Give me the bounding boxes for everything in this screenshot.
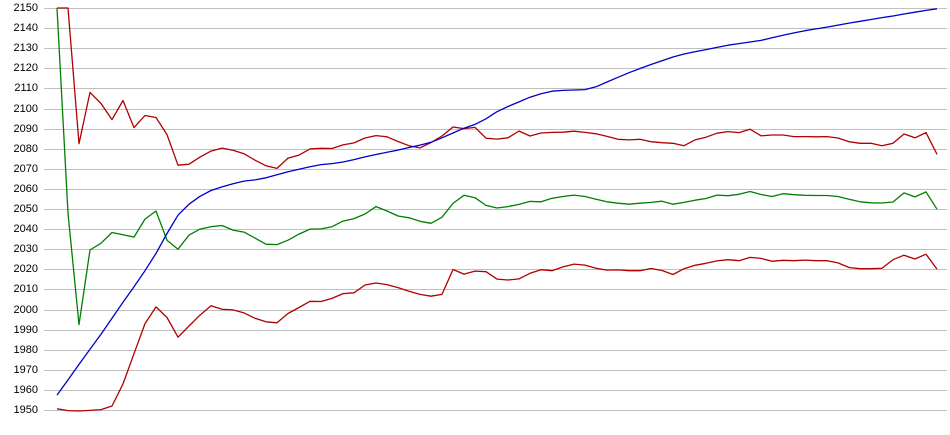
y-tick-label: 2060 xyxy=(13,182,38,195)
y-tick-label: 2140 xyxy=(13,22,38,35)
y-tick-label: 2100 xyxy=(13,102,38,115)
dark-red-upper-line xyxy=(57,7,938,170)
y-tick-label: 2130 xyxy=(13,42,38,55)
y-tick-label: 2010 xyxy=(13,283,38,296)
blue-rising-line xyxy=(56,8,938,396)
y-tick-label: 1990 xyxy=(13,323,38,336)
y-tick-label: 2090 xyxy=(13,122,38,135)
y-tick-label: 2020 xyxy=(13,263,38,276)
y-tick-label: 1970 xyxy=(13,363,38,376)
dark-red-lower-line xyxy=(56,253,938,412)
y-tick-label: 2080 xyxy=(13,142,38,155)
y-tick-label: 2030 xyxy=(13,243,38,256)
green-middle-line xyxy=(56,7,938,326)
y-tick-label: 2070 xyxy=(13,162,38,175)
y-tick-label: 1950 xyxy=(13,404,38,416)
y-tick-label: 2110 xyxy=(14,82,38,95)
y-tick-label: 2050 xyxy=(13,203,38,215)
y-tick-label: 1980 xyxy=(13,343,38,356)
y-tick-label: 2120 xyxy=(13,62,38,75)
y-tick-label: 2150 xyxy=(13,2,38,14)
y-tick-label: 2000 xyxy=(13,303,38,316)
y-tick-label: 1960 xyxy=(13,383,38,396)
y-tick-label: 2040 xyxy=(13,223,38,236)
